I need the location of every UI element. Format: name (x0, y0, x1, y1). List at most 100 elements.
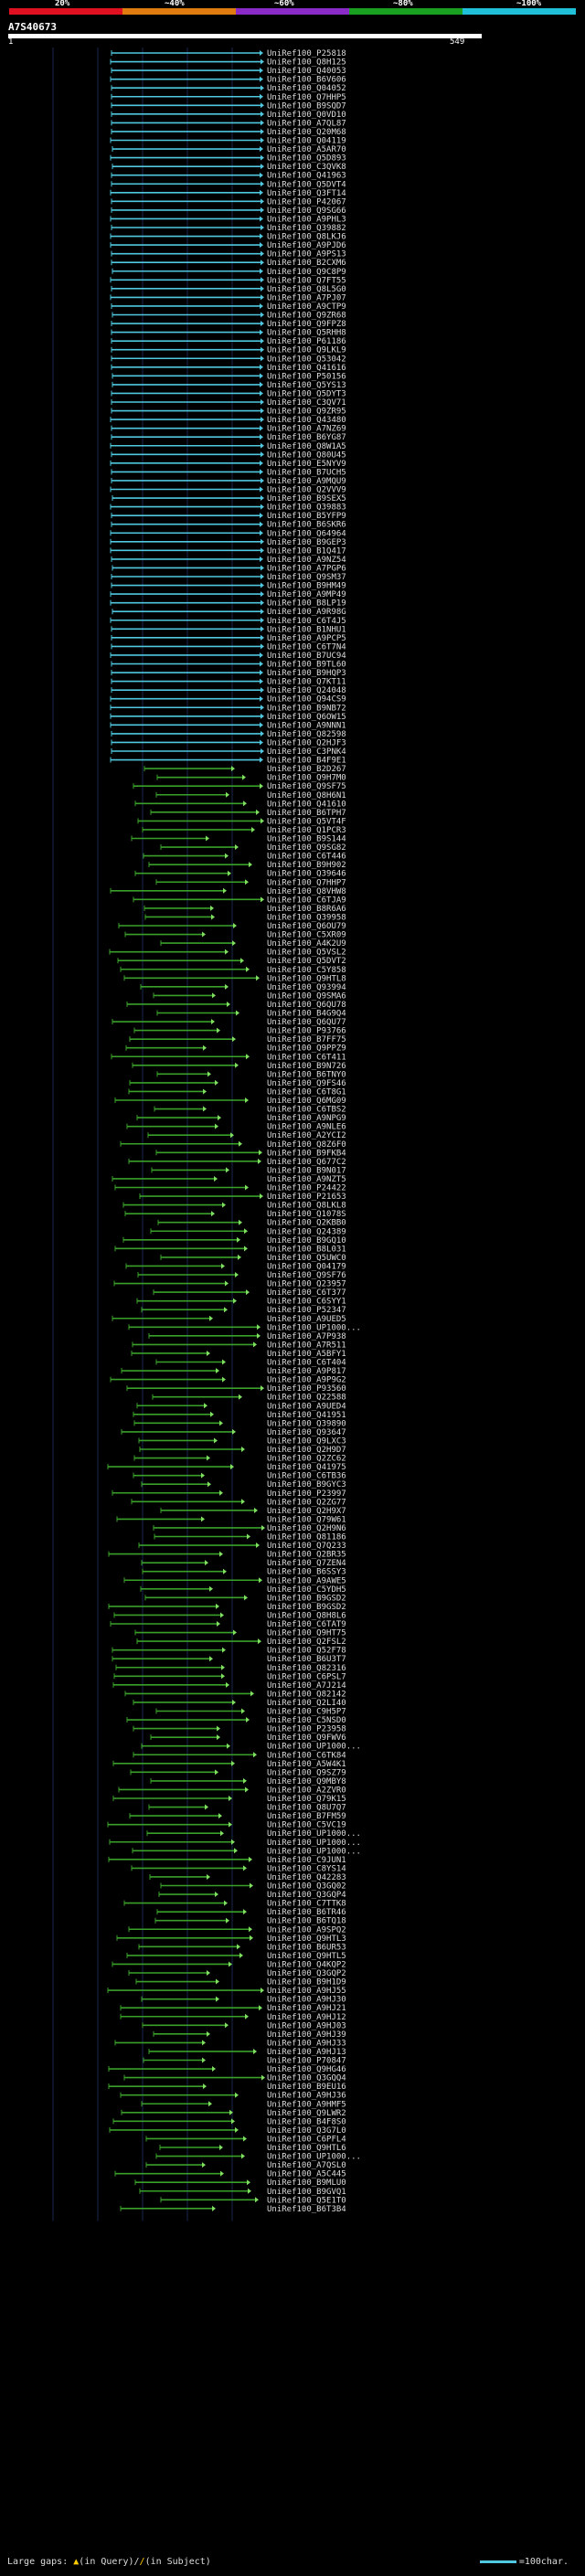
hit-label[interactable]: UniRef100_A9HJ03 (267, 2021, 346, 2030)
hit-label[interactable]: UniRef100_B2CXM6 (267, 259, 346, 268)
hit-label[interactable]: UniRef100_Q5UWC0 (267, 1254, 346, 1263)
hit-label[interactable]: UniRef100_Q9SG66 (267, 207, 346, 216)
hit-label[interactable]: UniRef100_Q4KQP2 (267, 1960, 346, 1969)
hit-label[interactable]: UniRef100_A7P938 (267, 1332, 346, 1341)
hit-label[interactable]: UniRef100_Q9SM37 (267, 573, 346, 582)
hit-label[interactable]: UniRef100_Q9SF75 (267, 782, 346, 791)
hit-label[interactable]: UniRef100_B5YFP9 (267, 512, 346, 521)
hit-label[interactable]: UniRef100_B9GYC3 (267, 1480, 346, 1489)
hit-label[interactable]: UniRef100_A9R98G (267, 608, 346, 617)
hit-label[interactable]: UniRef100_C6TAT9 (267, 1620, 346, 1629)
hit-label[interactable]: UniRef100_Q9ZR95 (267, 408, 346, 417)
hit-label[interactable]: UniRef100_C6T4J5 (267, 617, 346, 626)
hit-label[interactable]: UniRef100_P70847 (267, 2057, 346, 2066)
hit-label[interactable]: UniRef100_Q9SF76 (267, 1271, 346, 1280)
hit-label[interactable]: UniRef100_Q9SMA6 (267, 991, 346, 1001)
hit-label[interactable]: UniRef100_P23958 (267, 1725, 346, 1734)
hit-label[interactable]: UniRef100_A9HJ12 (267, 2013, 346, 2022)
hit-label[interactable]: UniRef100_P24422 (267, 1184, 346, 1193)
hit-label[interactable]: UniRef100_B9S144 (267, 835, 346, 844)
hit-label[interactable]: UniRef100_UP1000... (267, 1839, 361, 1848)
hit-label[interactable]: UniRef100_A4K2U9 (267, 939, 346, 949)
hit-label[interactable]: UniRef100_UP1000... (267, 1829, 361, 1839)
hit-label[interactable]: UniRef100_C6TK84 (267, 1751, 346, 1760)
hit-label[interactable]: UniRef100_Q6QU77 (267, 1018, 346, 1027)
hit-label[interactable]: UniRef100_Q2BR35 (267, 1551, 346, 1560)
hit-label[interactable]: UniRef100_A9PHL3 (267, 215, 346, 224)
hit-label[interactable]: UniRef100_Q79K15 (267, 1795, 346, 1804)
hit-label[interactable]: UniRef100_Q3GQP2 (267, 1969, 346, 1978)
hit-label[interactable]: UniRef100_B9HQP3 (267, 669, 346, 678)
hit-label[interactable]: UniRef100_P52347 (267, 1306, 346, 1315)
hit-label[interactable]: UniRef100_Q93647 (267, 1428, 346, 1437)
hit-label[interactable]: UniRef100_Q3GQ02 (267, 1882, 346, 1892)
hit-label[interactable]: UniRef100_A9AWE5 (267, 1576, 346, 1585)
hit-label[interactable]: UniRef100_B6SSY3 (267, 1568, 346, 1577)
hit-label[interactable]: UniRef100_B7UCH5 (267, 468, 346, 477)
hit-label[interactable]: UniRef100_A9HJ13 (267, 2048, 346, 2057)
hit-label[interactable]: UniRef100_Q6MG09 (267, 1097, 346, 1106)
hit-label[interactable]: UniRef100_C9JUN1 (267, 1856, 346, 1865)
hit-label[interactable]: UniRef100_Q2ZC62 (267, 1455, 346, 1464)
hit-label[interactable]: UniRef100_A9P9G2 (267, 1376, 346, 1385)
hit-label[interactable]: UniRef100_Q8Z6F0 (267, 1140, 346, 1150)
hit-label[interactable]: UniRef100_Q64964 (267, 529, 346, 538)
hit-label[interactable]: UniRef100_Q8W1A5 (267, 442, 346, 451)
hit-label[interactable]: UniRef100_B6TNY0 (267, 1070, 346, 1079)
hit-label[interactable]: UniRef100_A9MP49 (267, 590, 346, 599)
hit-label[interactable]: UniRef100_B7UC94 (267, 652, 346, 661)
hit-label[interactable]: UniRef100_A7R511 (267, 1341, 346, 1350)
hit-label[interactable]: UniRef100_B6TR46 (267, 1908, 346, 1917)
hit-label[interactable]: UniRef100_B6TQ18 (267, 1917, 346, 1926)
hit-label[interactable]: UniRef100_C6TB36 (267, 1472, 346, 1481)
hit-label[interactable]: UniRef100_Q677C2 (267, 1158, 346, 1167)
hit-label[interactable]: UniRef100_A9HMF5 (267, 2100, 346, 2109)
hit-label[interactable]: UniRef100_Q1078S (267, 1210, 346, 1219)
hit-label[interactable]: UniRef100_A5W4K1 (267, 1760, 346, 1769)
hit-label[interactable]: UniRef100_Q39958 (267, 913, 346, 922)
hit-label[interactable]: UniRef100_Q8LKJ6 (267, 233, 346, 242)
hit-label[interactable]: UniRef100_Q9HTL3 (267, 1935, 346, 1944)
hit-label[interactable]: UniRef100_Q52F78 (267, 1647, 346, 1656)
hit-label[interactable]: UniRef100_C7TTK8 (267, 1900, 346, 1909)
hit-label[interactable]: UniRef100_Q7Q233 (267, 1542, 346, 1551)
hit-label[interactable]: UniRef100_C3QVK8 (267, 163, 346, 172)
hit-label[interactable]: UniRef100_A9SPQ2 (267, 1925, 346, 1935)
hit-label[interactable]: UniRef100_B9TL60 (267, 661, 346, 670)
hit-label[interactable]: UniRef100_A9NLE6 (267, 1123, 346, 1132)
hit-label[interactable]: UniRef100_C8YS14 (267, 1864, 346, 1873)
hit-label[interactable]: UniRef100_C5NSD0 (267, 1716, 346, 1725)
hit-label[interactable]: UniRef100_B1Q417 (267, 546, 346, 556)
hit-label[interactable]: UniRef100_B9NB72 (267, 704, 346, 713)
hit-label[interactable]: UniRef100_A9PCP5 (267, 634, 346, 643)
hit-label[interactable]: UniRef100_Q22588 (267, 1394, 346, 1403)
hit-label[interactable]: UniRef100_Q9FS46 (267, 1079, 346, 1088)
hit-label[interactable]: UniRef100_C6TJA9 (267, 896, 346, 905)
hit-label[interactable]: UniRef100_C6T411 (267, 1053, 346, 1062)
hit-label[interactable]: UniRef100_A9NZT5 (267, 1175, 346, 1184)
hit-label[interactable]: UniRef100_A9PS13 (267, 250, 346, 260)
hit-label[interactable]: UniRef100_A7NZ69 (267, 425, 346, 434)
hit-label[interactable]: UniRef100_Q2KBB0 (267, 1219, 346, 1228)
hit-label[interactable]: UniRef100_Q79W61 (267, 1515, 346, 1524)
hit-label[interactable]: UniRef100_Q9HT75 (267, 1629, 346, 1638)
hit-label[interactable]: UniRef100_P93766 (267, 1027, 346, 1036)
hit-label[interactable]: UniRef100_B9GEP3 (267, 538, 346, 547)
hit-label[interactable]: UniRef100_Q9MBY8 (267, 1777, 346, 1786)
hit-label[interactable]: UniRef100_B9SEX5 (267, 494, 346, 504)
hit-label[interactable]: UniRef100_C6SYY1 (267, 1298, 346, 1307)
hit-label[interactable]: UniRef100_Q81186 (267, 1533, 346, 1542)
hit-label[interactable]: UniRef100_C6T404 (267, 1359, 346, 1368)
hit-label[interactable]: UniRef100_A9HJ21 (267, 2004, 346, 2013)
hit-label[interactable]: UniRef100_UP1000... (267, 1323, 361, 1332)
hit-label[interactable]: UniRef100_Q41951 (267, 1411, 346, 1420)
hit-label[interactable]: UniRef100_C6T446 (267, 853, 346, 862)
hit-label[interactable]: UniRef100_Q2FSL2 (267, 1638, 346, 1647)
hit-label[interactable]: UniRef100_A9HJ36 (267, 2092, 346, 2101)
hit-label[interactable]: UniRef100_Q3GQP4 (267, 1891, 346, 1900)
hit-label[interactable]: UniRef100_C3PNK4 (267, 747, 346, 757)
hit-label[interactable]: UniRef100_Q24389 (267, 1227, 346, 1236)
hit-label[interactable]: UniRef100_Q2LI40 (267, 1699, 346, 1708)
hit-label[interactable]: UniRef100_Q9HTL6 (267, 2144, 346, 2153)
hit-label[interactable]: UniRef100_B4F9E1 (267, 757, 346, 766)
